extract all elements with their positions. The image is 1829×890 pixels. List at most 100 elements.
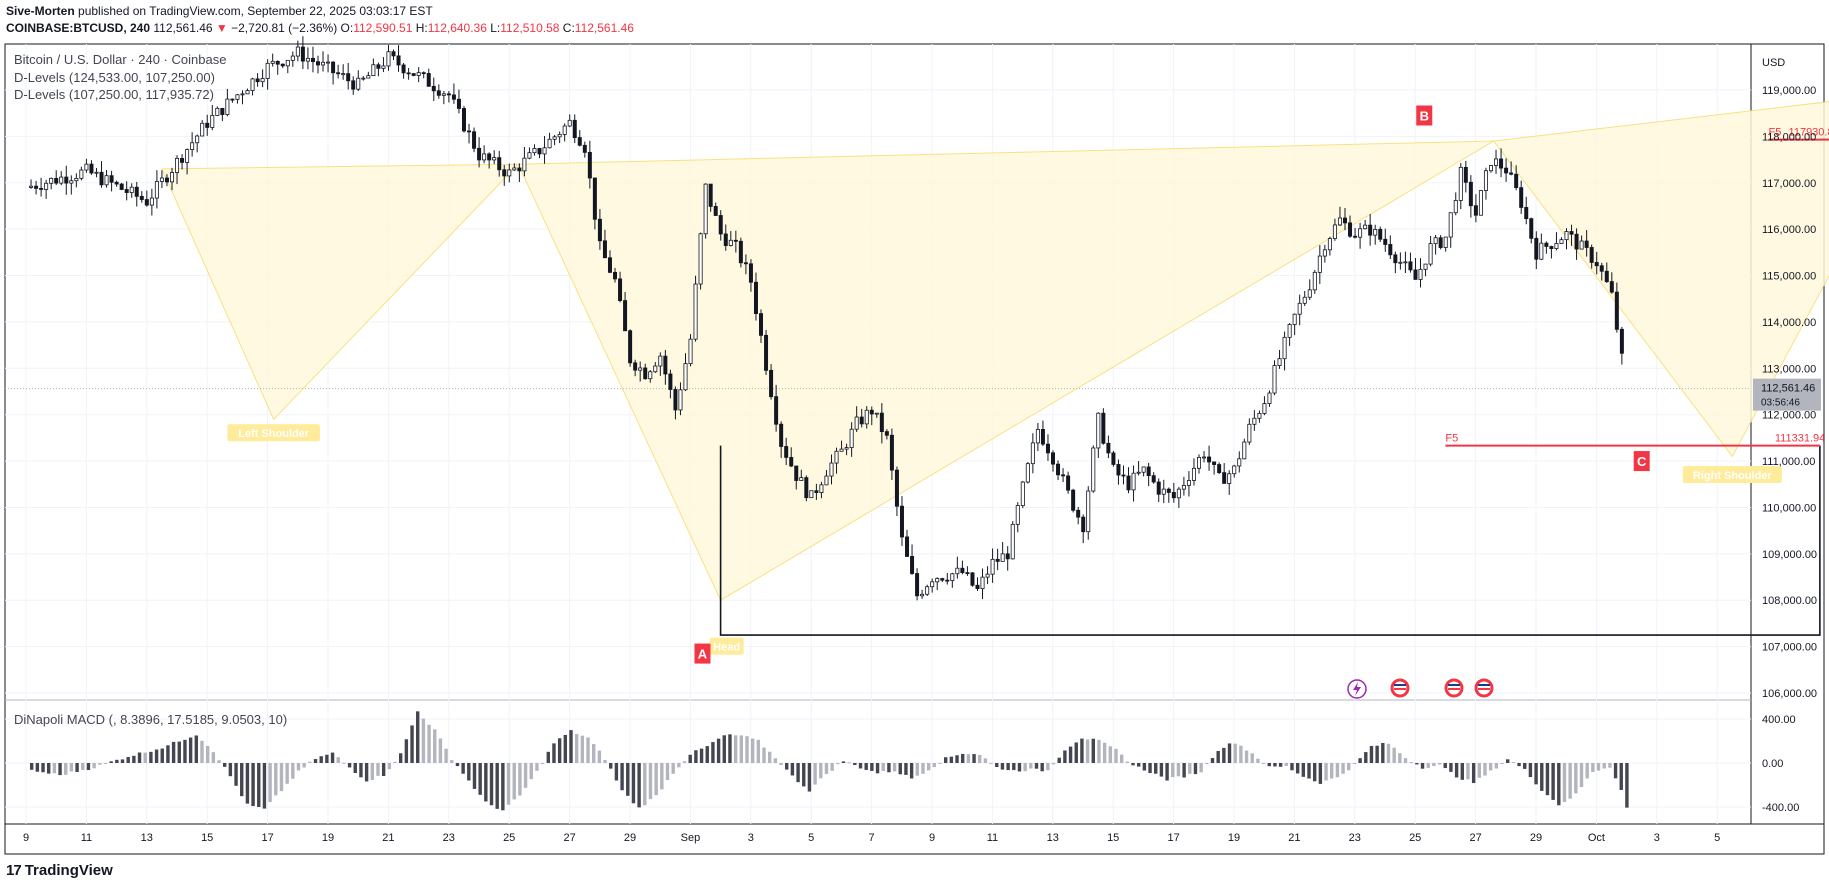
macd-bar xyxy=(847,762,851,764)
macd-legend[interactable]: DiNapoli MACD (, 8.3896, 17.5185, 9.0503… xyxy=(14,712,288,727)
macd-bar xyxy=(1307,763,1311,779)
publisher-line: Sive-Morten published on TradingView.com… xyxy=(6,4,433,18)
candle-body xyxy=(456,98,461,109)
candle-body xyxy=(1005,553,1010,560)
candle-body xyxy=(235,94,240,100)
macd-bar xyxy=(1341,763,1345,774)
macd-bar xyxy=(1210,758,1215,763)
time-tick-label: Sep xyxy=(681,832,701,844)
candle-body xyxy=(195,135,200,144)
candle-body xyxy=(975,584,980,590)
candle-body xyxy=(461,108,466,132)
candle-body xyxy=(1398,261,1403,264)
macd-bar xyxy=(1171,763,1175,778)
target-levels[interactable]: F5 117930.89 F5 111331.94 xyxy=(1445,127,1829,447)
candle-body xyxy=(1126,475,1131,491)
candle-body xyxy=(225,98,230,115)
macd-bar xyxy=(484,763,488,802)
macd-bar xyxy=(563,734,568,763)
candle-body xyxy=(39,188,44,190)
close-value: 112,561.46 xyxy=(574,21,634,35)
macd-bar xyxy=(222,763,227,767)
tradingview-logo[interactable]: 17 TradingView xyxy=(6,862,113,879)
time-tick-label: 29 xyxy=(624,832,636,844)
macd-bar xyxy=(1540,763,1544,791)
candle-body xyxy=(1287,324,1292,338)
candle-body xyxy=(64,176,69,184)
candle-body xyxy=(864,409,869,425)
candle-body xyxy=(1282,336,1287,360)
candle-body xyxy=(547,138,552,149)
candle-body xyxy=(185,149,190,163)
macd-bar xyxy=(875,763,880,774)
us-flag-icon[interactable] xyxy=(1390,678,1410,698)
candle-body xyxy=(1000,553,1005,562)
macd-bar xyxy=(557,738,562,763)
macd-bar xyxy=(626,763,630,796)
candle-body xyxy=(733,239,738,242)
candle-body xyxy=(255,78,260,83)
candle-body xyxy=(1051,452,1056,465)
macd-bar xyxy=(603,759,607,763)
d-levels-legend-1[interactable]: D-Levels (124,533.00, 107,250.00) xyxy=(14,70,215,85)
macd-bar xyxy=(552,743,556,763)
macd-bar xyxy=(489,763,494,806)
candle-body xyxy=(210,115,215,128)
macd-bar xyxy=(336,757,340,763)
macd-bar xyxy=(1426,763,1430,768)
macd-bar xyxy=(370,763,374,780)
candle-body xyxy=(1544,242,1549,247)
macd-bar xyxy=(1619,763,1623,790)
candle-body xyxy=(215,107,220,116)
candle-body xyxy=(643,367,648,380)
candle-body xyxy=(1403,261,1408,264)
head-triangle[interactable] xyxy=(517,140,1496,601)
candle-body xyxy=(1363,224,1368,230)
candle-body xyxy=(1207,456,1212,463)
macd-bar xyxy=(52,763,57,774)
candle-body xyxy=(336,72,341,75)
macd-bar xyxy=(1278,763,1283,767)
lightning-event-icon[interactable] xyxy=(1347,679,1367,699)
price-tick-label: 107,000.00 xyxy=(1762,642,1817,654)
economic-events[interactable] xyxy=(1347,678,1494,699)
candle-body xyxy=(436,90,441,96)
right-shoulder-triangle[interactable] xyxy=(1492,90,1829,458)
candle-body xyxy=(633,362,638,371)
macd-bar xyxy=(1358,758,1362,763)
candle-body xyxy=(1312,271,1317,291)
macd-bar xyxy=(1046,763,1050,771)
candle-body xyxy=(980,576,985,590)
us-flag-icon[interactable] xyxy=(1474,678,1494,698)
candle-body xyxy=(326,61,331,64)
left-shoulder-triangle[interactable] xyxy=(161,163,520,421)
macd-bar xyxy=(995,763,999,767)
macd-bar xyxy=(1625,763,1629,808)
macd-bar xyxy=(512,763,516,800)
candle-body xyxy=(1554,243,1559,249)
series-title[interactable]: Bitcoin / U.S. Dollar · 240 · Coinbase xyxy=(14,52,227,67)
d-levels-legend-2[interactable]: D-Levels (107,250.00, 117,935.72) xyxy=(14,87,214,102)
symbol[interactable]: COINBASE:BTCUSD, 240 xyxy=(6,21,151,35)
candle-body xyxy=(708,183,713,207)
candles[interactable] xyxy=(29,36,1624,601)
candle-body xyxy=(1599,265,1604,272)
macd-bar xyxy=(574,734,579,763)
publisher-name[interactable]: Sive-Morten xyxy=(6,4,75,18)
price-axis[interactable]: 106,000.00 107,000.00 108,000.00 109,000.00… xyxy=(1753,85,1821,700)
macd-bar xyxy=(1443,763,1447,769)
candle-body xyxy=(693,283,698,340)
time-axis[interactable]: 9 11 13 15 17 19 21 23 25 27 29 Sep 3 5 7 9 11 13 15 17 19 21… xyxy=(23,832,1720,844)
candle-body xyxy=(321,61,326,66)
us-flag-icon[interactable] xyxy=(1444,678,1464,698)
candle-body xyxy=(114,181,119,185)
candle-body xyxy=(1035,428,1040,444)
candle-body xyxy=(557,134,562,138)
candle-body xyxy=(884,431,889,436)
d-levels-box-lower[interactable] xyxy=(719,445,1821,636)
right-shoulder-label: Right Shoulder xyxy=(1693,470,1773,482)
macd-bar xyxy=(972,754,976,763)
macd-bar xyxy=(1403,758,1408,763)
macd-bar xyxy=(506,763,511,805)
